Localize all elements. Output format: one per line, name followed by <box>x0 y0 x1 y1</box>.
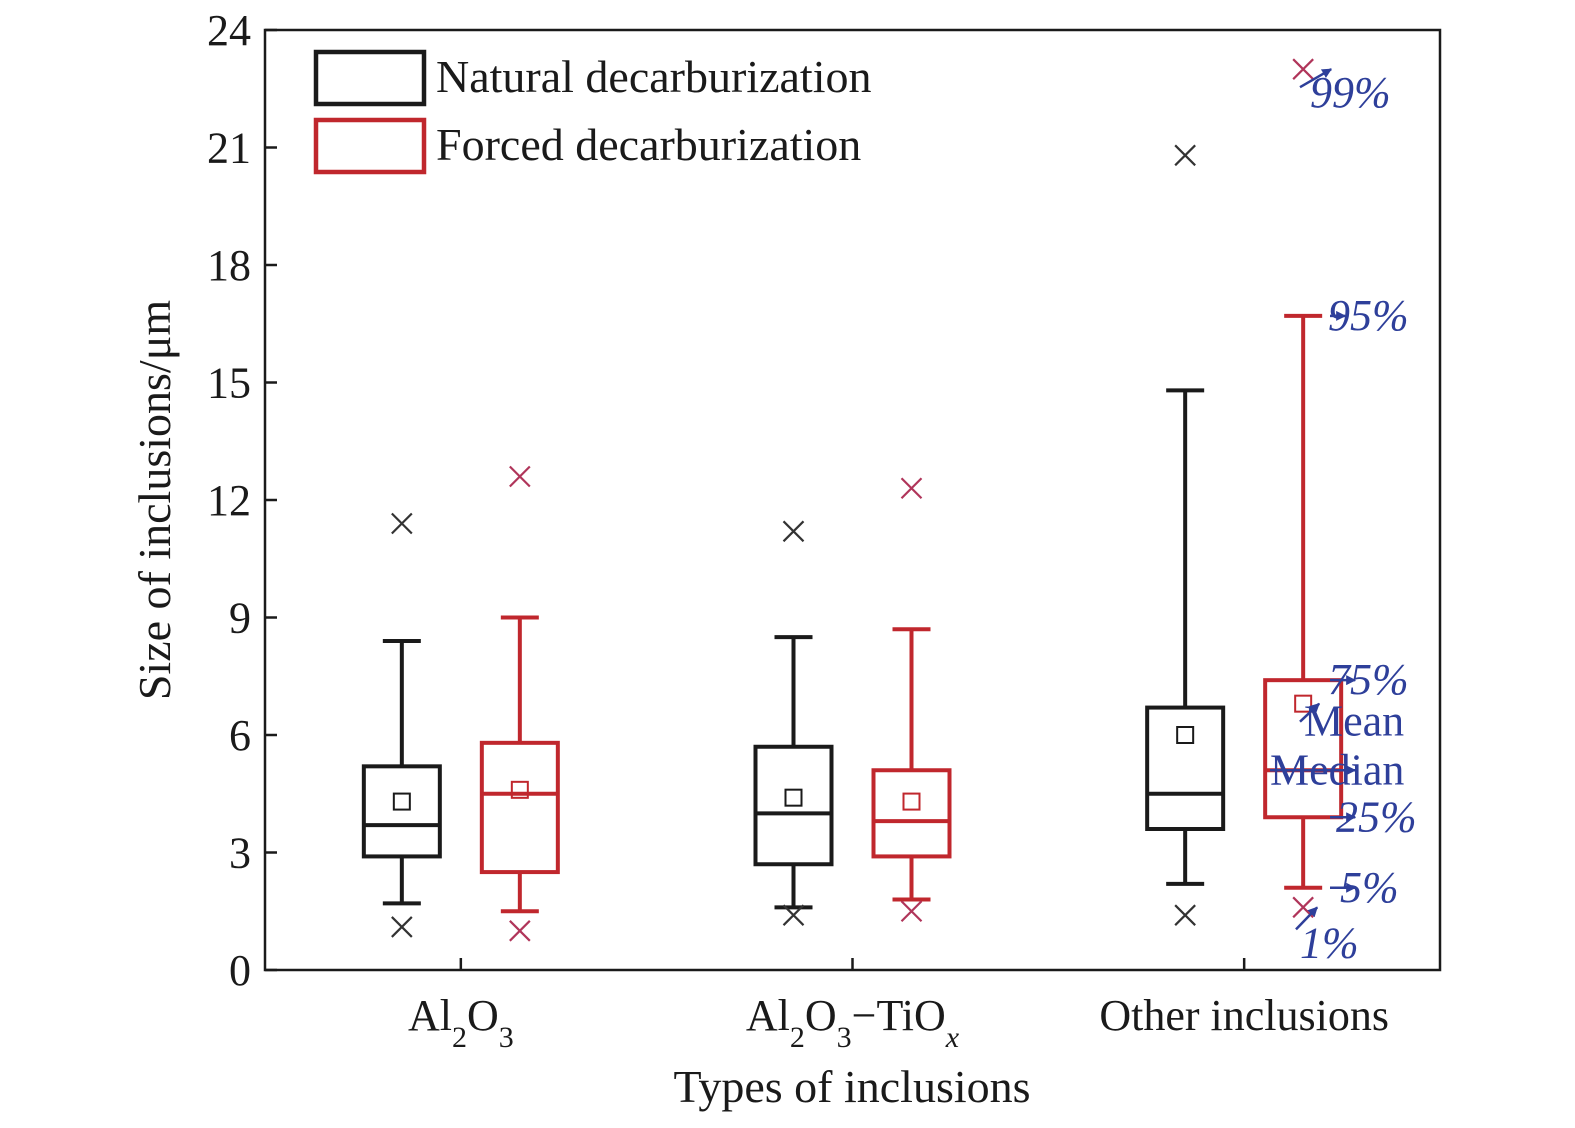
x-tick-label-part: Al <box>408 991 452 1040</box>
x-tick-label: Al2O3 <box>408 991 514 1054</box>
annotation-label-mean: Mean <box>1304 697 1404 746</box>
mean-marker <box>392 792 411 811</box>
p99-marker <box>391 512 413 535</box>
mean-marker <box>784 788 803 807</box>
x-axis: Al2O3 Al2O3−TiOx Other inclusions <box>408 958 1389 1054</box>
x-tick-label-part: Other inclusions <box>1099 991 1389 1040</box>
legend-label: Natural decarburization <box>436 51 872 102</box>
iqr-box <box>1263 678 1344 820</box>
iqr-box <box>753 744 834 867</box>
x-tick-label: Other inclusions <box>1099 991 1389 1040</box>
x-tick-label-part: 2 <box>790 1021 805 1054</box>
annotation-label-q1: 25% <box>1336 792 1417 841</box>
series-0 <box>361 144 1226 938</box>
p1-marker <box>900 900 923 923</box>
iqr-box <box>479 740 560 875</box>
p99-marker <box>900 477 923 500</box>
y-tick-label: 0 <box>229 946 251 995</box>
y-axis-label: Size of inclusions/μm <box>129 300 180 701</box>
mean-marker <box>510 780 529 799</box>
iqr-box <box>871 768 952 859</box>
y-tick-label: 6 <box>229 711 251 760</box>
y-tick-label: 18 <box>207 241 251 290</box>
x-tick-label-part: O <box>805 991 837 1040</box>
x-tick-label: Al2O3−TiOx <box>746 991 960 1054</box>
x-tick-label-part: 3 <box>837 1021 852 1054</box>
annotation-label-p99: 99% <box>1310 68 1391 117</box>
x-tick-label-part: Al <box>746 991 790 1040</box>
p1-marker <box>391 916 413 938</box>
annotation-label-p5: 5% <box>1340 863 1399 912</box>
annotation-label-p95: 95% <box>1328 291 1409 340</box>
legend-swatch <box>313 49 427 107</box>
y-axis: 0 3 6 9 12 15 18 21 24 <box>207 6 277 995</box>
x-tick-label-part: O <box>467 991 499 1040</box>
p1-marker <box>509 920 531 942</box>
y-tick-label: 15 <box>207 359 251 408</box>
y-tick-label: 9 <box>229 594 251 643</box>
box-series-group <box>361 58 1344 942</box>
legend-label: Forced decarburization <box>436 119 861 170</box>
iqr-box <box>1145 705 1226 831</box>
x-axis-label: Types of inclusions <box>673 1061 1030 1112</box>
legend: Natural decarburization Forced decarburiz… <box>313 49 872 175</box>
p1-marker <box>1174 904 1196 926</box>
annotation-arrow-mean <box>1299 702 1321 723</box>
annotation-label-median: Median <box>1270 745 1404 794</box>
x-tick-label-part: 3 <box>499 1021 514 1054</box>
annotation-arrow-p1 <box>1295 906 1319 931</box>
iqr-box <box>361 764 442 859</box>
x-tick-label-part: −TiO <box>852 991 946 1040</box>
p1-marker <box>782 904 805 926</box>
legend-swatch <box>313 117 427 175</box>
series-1 <box>479 58 1344 942</box>
p99-marker <box>1174 144 1196 167</box>
x-tick-label-part: x <box>945 1021 960 1054</box>
annotation-label-q3: 75% <box>1328 655 1409 704</box>
mean-marker <box>1176 726 1195 744</box>
y-tick-label: 12 <box>207 476 251 525</box>
mean-marker <box>902 792 921 811</box>
p99-marker <box>509 465 531 488</box>
annotation-arrow-p99 <box>1299 68 1333 89</box>
annotation-label-p1: 1% <box>1300 918 1359 967</box>
y-tick-label: 3 <box>229 829 251 878</box>
y-tick-label: 24 <box>207 6 251 55</box>
p99-marker <box>782 520 805 543</box>
y-tick-label: 21 <box>207 124 251 173</box>
x-tick-label-part: 2 <box>452 1021 467 1054</box>
p99-marker <box>1292 58 1314 80</box>
